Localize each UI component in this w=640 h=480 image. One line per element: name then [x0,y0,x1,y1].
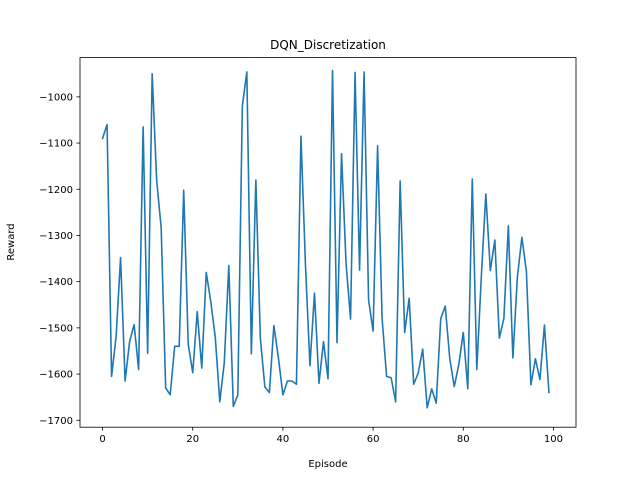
plot-area-frame [79,57,577,428]
x-tick-label: 0 [99,434,105,445]
y-tick-label: −1400 [39,277,73,288]
x-tick-label: 80 [457,434,470,445]
series-line-reward [101,69,550,409]
x-tick-label: 40 [277,434,290,445]
y-tick-label: −1300 [39,231,73,242]
x-axis-label: Episode [308,459,347,470]
y-axis: −1700 −1600 −1500 −1400 −1300 −1200 −1100 −1000 [39,92,80,427]
y-tick-label: −1600 [39,370,73,381]
y-tick-label: −1100 [39,139,73,150]
y-tick-label: −1200 [39,185,73,196]
x-tick-label: 100 [544,434,563,445]
y-tick-label: −1000 [39,92,73,103]
y-axis-label: Reward [6,223,17,260]
x-tick-label: 60 [367,434,380,445]
y-tick-label: −1700 [39,416,73,427]
chart-title: DQN_Discretization [270,38,386,52]
y-tick-label: −1500 [39,323,73,334]
x-tick-label: 20 [186,434,199,445]
x-axis: 0 20 40 60 80 100 [99,427,563,445]
